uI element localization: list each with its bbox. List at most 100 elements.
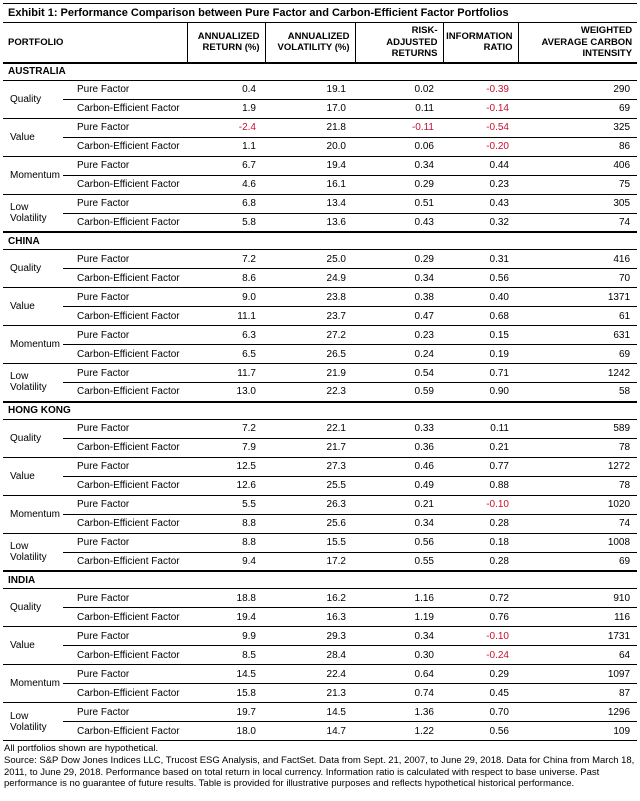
annualized-return-value: 15.8 bbox=[187, 683, 265, 703]
information-ratio-value: -0.54 bbox=[443, 118, 518, 138]
risk-adjusted-returns-value: 0.46 bbox=[355, 457, 443, 477]
risk-adjusted-returns-value: 1.36 bbox=[355, 702, 443, 722]
factor-group-label: Momentum bbox=[3, 495, 63, 534]
information-ratio-value: -0.10 bbox=[443, 495, 518, 515]
table-row: Carbon-Efficient Factor 13.0 22.3 0.59 0.90 5… bbox=[3, 382, 638, 402]
annualized-volatility-value: 14.7 bbox=[265, 721, 355, 741]
annualized-return-value: 6.5 bbox=[187, 344, 265, 364]
section-country-label: HONG KONG bbox=[3, 400, 638, 420]
footnote-hypothetical: All portfolios shown are hypothetical. bbox=[4, 743, 159, 754]
annualized-volatility-value: 16.1 bbox=[265, 175, 355, 195]
annualized-return-value: 13.0 bbox=[187, 382, 265, 402]
portfolio-name: Carbon-Efficient Factor bbox=[63, 607, 187, 627]
table-row: Carbon-Efficient Factor 4.6 16.1 0.29 0.23 75 bbox=[3, 175, 638, 195]
portfolio-name: Pure Factor bbox=[63, 626, 187, 646]
portfolio-name: Pure Factor bbox=[63, 287, 187, 307]
annualized-volatility-value: 16.2 bbox=[265, 588, 355, 608]
information-ratio-value: 0.70 bbox=[443, 702, 518, 722]
risk-adjusted-returns-value: 0.47 bbox=[355, 306, 443, 326]
factor-group-label: Momentum bbox=[3, 664, 63, 703]
column-header-carbon-intensity: WEIGHTED AVERAGE CARBON INTENSITY bbox=[517, 22, 638, 63]
footnote-source: Source: S&P Dow Jones Indices LLC, Truco… bbox=[4, 754, 635, 790]
carbon-intensity-value: 1020 bbox=[518, 495, 638, 515]
risk-adjusted-returns-value: 0.30 bbox=[355, 645, 443, 665]
column-header-row: PORTFOLIO ANNUALIZED RETURN (%) ANNUALIZ… bbox=[3, 22, 638, 63]
carbon-intensity-value: 64 bbox=[518, 645, 638, 665]
factor-group-label: Low Volatility bbox=[3, 194, 63, 233]
table-row: Low Volatility Pure Factor 19.7 14.5 1.36 0.7… bbox=[3, 702, 638, 741]
carbon-intensity-value: 1371 bbox=[518, 287, 638, 307]
annualized-volatility-value: 26.5 bbox=[265, 344, 355, 364]
factor-group-label: Momentum bbox=[3, 325, 63, 364]
information-ratio-value: 0.44 bbox=[443, 156, 518, 176]
portfolio-name: Carbon-Efficient Factor bbox=[63, 382, 187, 402]
carbon-intensity-value: 70 bbox=[518, 268, 638, 288]
information-ratio-value: 0.43 bbox=[443, 194, 518, 214]
annualized-volatility-value: 17.0 bbox=[265, 99, 355, 119]
annualized-return-value: 11.7 bbox=[187, 363, 265, 383]
annualized-volatility-value: 24.9 bbox=[265, 268, 355, 288]
information-ratio-value: -0.20 bbox=[443, 137, 518, 157]
table-row: Carbon-Efficient Factor 8.8 25.6 0.34 0.28 74 bbox=[3, 514, 638, 534]
annualized-volatility-value: 22.3 bbox=[265, 382, 355, 402]
annualized-return-value: 5.5 bbox=[187, 495, 265, 515]
column-header-portfolio: PORTFOLIO bbox=[8, 36, 64, 48]
annualized-return-value: 6.8 bbox=[187, 194, 265, 214]
table-row: Carbon-Efficient Factor 5.8 13.6 0.43 0.32 74 bbox=[3, 213, 638, 233]
annualized-volatility-value: 27.2 bbox=[265, 325, 355, 345]
carbon-intensity-value: 116 bbox=[518, 607, 638, 627]
column-header-information-ratio: INFORMATION RATIO bbox=[442, 22, 518, 63]
carbon-intensity-value: 589 bbox=[518, 419, 638, 439]
table-row: Quality Pure Factor 7.2 22.1 0.33 0.11 589 bbox=[3, 419, 638, 458]
portfolio-name: Carbon-Efficient Factor bbox=[63, 99, 187, 119]
information-ratio-value: -0.14 bbox=[443, 99, 518, 119]
risk-adjusted-returns-value: 0.36 bbox=[355, 438, 443, 458]
carbon-intensity-value: 78 bbox=[518, 476, 638, 496]
portfolio-name: Carbon-Efficient Factor bbox=[63, 306, 187, 326]
column-header-annualized-volatility: ANNUALIZED VOLATILITY (%) bbox=[264, 22, 355, 63]
section-header-row: AUSTRALIA bbox=[3, 61, 638, 81]
portfolio-name: Pure Factor bbox=[63, 363, 187, 383]
portfolio-name: Pure Factor bbox=[63, 80, 187, 100]
risk-adjusted-returns-value: 0.02 bbox=[355, 80, 443, 100]
factor-group-label: Value bbox=[3, 287, 63, 326]
annualized-return-value: 8.8 bbox=[187, 514, 265, 534]
information-ratio-value: 0.71 bbox=[443, 363, 518, 383]
risk-adjusted-returns-value: 0.34 bbox=[355, 156, 443, 176]
portfolio-name: Carbon-Efficient Factor bbox=[63, 514, 187, 534]
annualized-return-value: 5.8 bbox=[187, 213, 265, 233]
portfolio-name: Pure Factor bbox=[63, 156, 187, 176]
portfolio-name: Pure Factor bbox=[63, 495, 187, 515]
risk-adjusted-returns-value: 0.23 bbox=[355, 325, 443, 345]
annualized-volatility-value: 25.0 bbox=[265, 249, 355, 269]
table-row: Low Volatility Pure Factor 6.8 13.4 0.51 0.43… bbox=[3, 194, 638, 233]
annualized-volatility-value: 26.3 bbox=[265, 495, 355, 515]
carbon-intensity-value: 325 bbox=[518, 118, 638, 138]
information-ratio-value: -0.39 bbox=[443, 80, 518, 100]
table-row: Carbon-Efficient Factor 8.6 24.9 0.34 0.56 70 bbox=[3, 268, 638, 288]
exhibit-title-row: Exhibit 1: Performance Comparison betwee… bbox=[3, 3, 638, 23]
table-row: Momentum Pure Factor 6.3 27.2 0.23 0.15 631 bbox=[3, 325, 638, 364]
risk-adjusted-returns-value: 0.11 bbox=[355, 99, 443, 119]
carbon-intensity-value: 61 bbox=[518, 306, 638, 326]
risk-adjusted-returns-value: 0.74 bbox=[355, 683, 443, 703]
risk-adjusted-returns-value: 0.64 bbox=[355, 664, 443, 684]
portfolio-name: Carbon-Efficient Factor bbox=[63, 175, 187, 195]
table-row: Value Pure Factor 9.9 29.3 0.34 -0.10 1731 bbox=[3, 626, 638, 665]
table-row: Carbon-Efficient Factor 18.0 14.7 1.22 0.56 1… bbox=[3, 721, 638, 741]
carbon-intensity-value: 406 bbox=[518, 156, 638, 176]
annualized-return-value: 7.9 bbox=[187, 438, 265, 458]
information-ratio-value: -0.10 bbox=[443, 626, 518, 646]
factor-group-label: Quality bbox=[3, 249, 63, 288]
portfolio-name: Carbon-Efficient Factor bbox=[63, 721, 187, 741]
annualized-volatility-value: 28.4 bbox=[265, 645, 355, 665]
carbon-intensity-value: 290 bbox=[518, 80, 638, 100]
information-ratio-value: 0.32 bbox=[443, 213, 518, 233]
carbon-intensity-value: 69 bbox=[518, 344, 638, 364]
table-row: Carbon-Efficient Factor 1.9 17.0 0.11 -0.14 6… bbox=[3, 99, 638, 119]
carbon-intensity-value: 87 bbox=[518, 683, 638, 703]
portfolio-name: Pure Factor bbox=[63, 249, 187, 269]
carbon-intensity-value: 1242 bbox=[518, 363, 638, 383]
table-row: Carbon-Efficient Factor 15.8 21.3 0.74 0.45 8… bbox=[3, 683, 638, 703]
information-ratio-value: 0.23 bbox=[443, 175, 518, 195]
